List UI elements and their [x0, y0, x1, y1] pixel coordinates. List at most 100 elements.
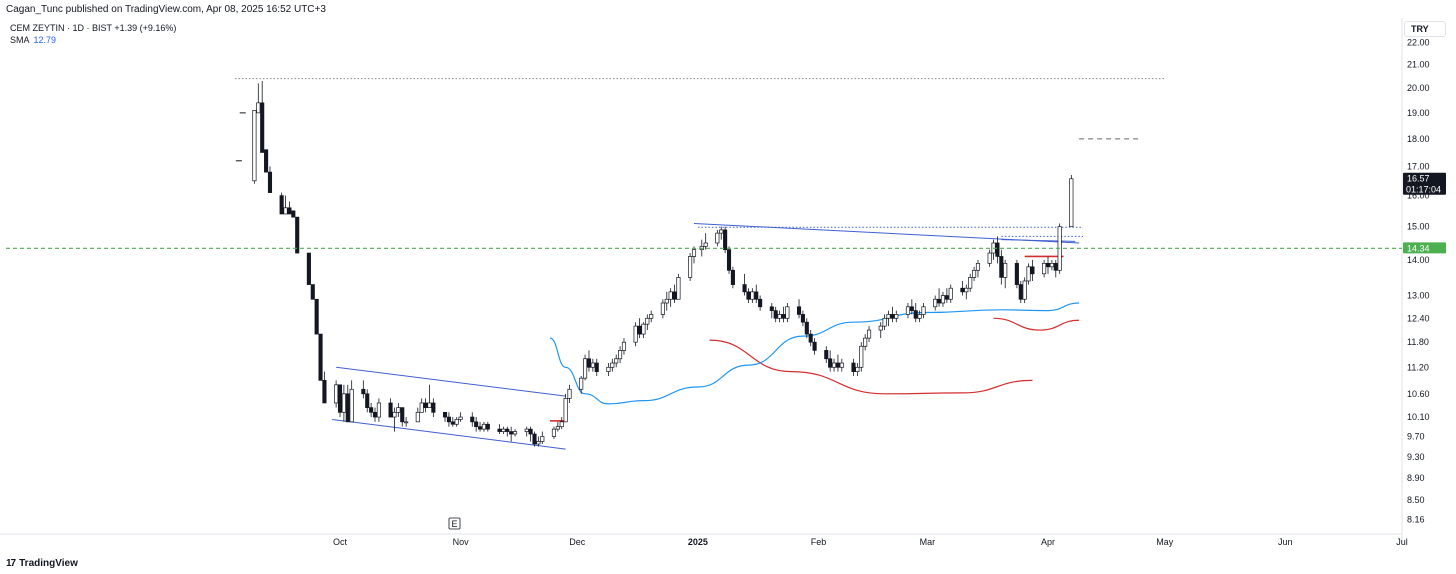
candle	[972, 266, 977, 281]
candle	[796, 299, 802, 319]
candle-body	[559, 421, 564, 428]
candle-body	[450, 421, 455, 425]
candle-body	[267, 171, 273, 193]
candle-body	[295, 216, 300, 254]
sma-layer	[549, 302, 1080, 405]
price-tick-label: 11.80	[1407, 337, 1429, 347]
candle-body	[431, 402, 436, 413]
candle-body	[388, 402, 393, 418]
candle-body	[742, 284, 747, 293]
candle-body	[867, 329, 872, 339]
candle-body	[940, 295, 946, 304]
candle-body	[878, 325, 883, 331]
candle-body	[726, 249, 732, 271]
candle	[1049, 259, 1054, 271]
candle	[633, 322, 638, 347]
candle-body	[796, 306, 802, 315]
candle	[991, 239, 996, 260]
candle-body	[831, 362, 837, 368]
time-tick-label: Dec	[569, 537, 586, 547]
candle-body	[614, 358, 619, 364]
candle	[730, 266, 735, 289]
candle	[446, 412, 451, 427]
candle-body	[372, 411, 378, 418]
candle	[287, 201, 292, 215]
candle	[859, 342, 864, 372]
candle	[758, 295, 763, 311]
candle-body	[937, 298, 942, 304]
candle	[369, 402, 374, 418]
candle-body	[641, 323, 646, 335]
candle	[349, 380, 354, 423]
candle	[785, 303, 790, 323]
candle-body	[567, 388, 572, 399]
candle	[660, 299, 665, 319]
candle-body	[828, 358, 833, 368]
candle	[921, 303, 926, 319]
candle	[703, 233, 708, 250]
level-price-label: 14.34	[1403, 242, 1446, 254]
candle-body	[287, 207, 292, 215]
footer-brand-label: TradingView	[19, 557, 78, 569]
candle	[306, 252, 311, 285]
candle-body	[594, 362, 599, 372]
candle	[933, 295, 938, 311]
candle-body	[668, 291, 673, 300]
candle	[754, 284, 759, 304]
trendline	[1001, 239, 1076, 242]
sma-legend[interactable]: SMA 12.79	[10, 34, 176, 46]
candle	[365, 389, 370, 413]
candle	[781, 306, 786, 323]
candle	[563, 393, 568, 423]
price-tick-label: 10.60	[1407, 389, 1430, 399]
candle-body	[1030, 266, 1035, 275]
candle	[960, 280, 965, 296]
candle	[423, 398, 428, 413]
candle-body	[361, 388, 366, 395]
candle	[668, 288, 673, 307]
price-tick-label: 13.00	[1407, 291, 1430, 301]
candle	[863, 334, 868, 351]
candle	[415, 407, 420, 423]
earnings-marker-label: E	[451, 519, 457, 529]
candle	[723, 226, 728, 254]
candle	[688, 253, 693, 281]
candle	[676, 273, 681, 300]
candle-body	[618, 350, 623, 360]
candle	[664, 291, 669, 311]
footer-brand[interactable]: 17 TradingView	[6, 556, 78, 570]
candle	[345, 384, 350, 423]
trendline	[332, 418, 566, 450]
price-tick-label: 18.00	[1407, 134, 1430, 144]
candle-body	[283, 207, 288, 215]
sma-value: 12.79	[33, 35, 57, 45]
candle	[719, 226, 724, 240]
candle-body	[800, 314, 805, 323]
arc-curve	[993, 317, 1080, 331]
candle-body	[260, 102, 265, 153]
candle	[913, 303, 918, 323]
candle	[987, 249, 992, 267]
candle	[1045, 256, 1051, 274]
candle	[882, 314, 887, 331]
candle-body	[975, 262, 981, 271]
price-tick-label: 9.30	[1407, 452, 1425, 462]
currency-button[interactable]: TRY	[1404, 21, 1446, 37]
earnings-marker[interactable]: E	[448, 517, 461, 530]
candle	[1022, 277, 1027, 304]
candle-body	[423, 402, 428, 408]
candle-body	[563, 398, 568, 423]
candle	[746, 288, 751, 304]
candle	[283, 195, 288, 215]
candle-body	[672, 291, 677, 300]
symbol-line[interactable]: CEM ZEYTIN · 1D · BIST +1.39 (+9.16%)	[10, 23, 177, 33]
drawings-layer	[234, 78, 1165, 450]
candle	[672, 284, 677, 304]
arc-curve	[709, 339, 1033, 395]
candle	[649, 310, 654, 323]
candle	[291, 210, 296, 218]
candle-body	[921, 306, 926, 315]
candle-body	[882, 317, 887, 327]
